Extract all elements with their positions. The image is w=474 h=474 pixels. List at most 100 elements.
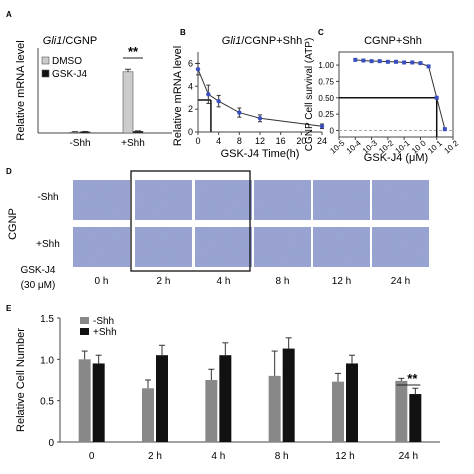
e-legend-label: -Shh [93, 316, 114, 327]
micro-row-label-plus-shh: +Shh [36, 239, 60, 250]
c-y-tick-label: 0 [330, 126, 335, 135]
b-x-tick-label: 16 [276, 136, 286, 146]
c-data-point [369, 59, 374, 64]
b-data-point [195, 66, 201, 72]
micro-time-label: 4 h [217, 276, 231, 287]
e-category-label: 8 h [275, 451, 289, 462]
e-category-label: 4 h [211, 451, 225, 462]
micro-time-label: 24 h [391, 276, 410, 287]
c-data-point [394, 59, 398, 64]
micro-treatment-dose: (30 μM) [21, 280, 56, 291]
e-y-label: Relative Cell Number [15, 328, 27, 432]
panel-a-plot: Relative mRNA level -Shh +Shh DMSO GSK-J4 ** [15, 40, 172, 149]
c-x-tick-label: 10 1 [426, 138, 444, 155]
c-data-point [434, 95, 439, 100]
c-y-label: CGNP Cell survival (ATP) [304, 38, 315, 152]
e-legend-swatch [80, 317, 89, 324]
e-bar [395, 380, 408, 442]
panel-a-title-gene: Gli1 [43, 35, 63, 47]
micro-time-label: 0 h [95, 276, 109, 287]
c-x-tick-label: 10 2 [443, 138, 461, 155]
b-data-point [237, 110, 242, 115]
e-bar [409, 394, 422, 442]
c-data-point [410, 60, 415, 65]
c-y-tick-label: 0.25 [318, 110, 334, 119]
a-category-label: -Shh [69, 138, 90, 149]
c-data-point [402, 60, 407, 65]
b-y-tick-label: 0 [188, 127, 193, 137]
b-data-point [319, 124, 325, 129]
b-x-tick-label: 24 [317, 136, 327, 146]
micrograph-texture [313, 180, 370, 220]
e-legend-label: +Shh [93, 327, 117, 338]
panel-b-title-rest: /CGNP+Shh [241, 35, 302, 47]
e-y-tick-label: 1.0 [40, 355, 54, 366]
panel-e-plot: 0 0.5 1.0 1.5 Relative Cell Number 0 2 h 4 h 8 h… [15, 314, 440, 462]
e-bar [219, 355, 232, 442]
b-data-point [206, 92, 211, 97]
a-bar [122, 71, 134, 134]
panel-e-letter: E [6, 304, 12, 313]
micrograph-texture [313, 227, 370, 267]
panel-c-title: CGNP+Shh [364, 35, 422, 47]
panel-a-title: Gli1/CGNP [43, 35, 97, 47]
panel-c-letter: C [318, 28, 324, 37]
e-bar [332, 381, 344, 442]
b-data-point [216, 98, 221, 104]
a-bar [132, 131, 144, 134]
a-legend-swatch [41, 69, 50, 78]
b-x-tick-label: 4 [216, 136, 221, 146]
micrograph-texture [135, 180, 192, 220]
e-category-label: 2 h [148, 451, 162, 462]
panel-c-plot: 00.250.500.751.0010-510-410-310-210-110 … [304, 38, 461, 164]
panel-a: A Gli1/CGNP Relative mRNA level -Shh +Shh D… [6, 10, 172, 149]
micro-row-label-minus-shh: -Shh [37, 192, 58, 203]
b-data-point [257, 116, 263, 121]
e-category-label: 0 [89, 451, 95, 462]
b-fit-curve [197, 68, 323, 127]
micrograph-texture [254, 227, 311, 267]
micro-time-label: 12 h [332, 276, 351, 287]
panel-c: C CGNP+Shh 00.250.500.751.0010-510-410-3… [304, 28, 461, 164]
micro-time-label: 8 h [276, 276, 290, 287]
micrograph-texture [135, 227, 192, 267]
c-fit-curve [355, 59, 446, 130]
micrograph-texture [195, 180, 252, 220]
b-y-tick-label: 6 [188, 58, 193, 68]
e-bar [92, 363, 105, 442]
panel-a-letter: A [6, 10, 12, 19]
e-legend-swatch [80, 328, 89, 335]
micrograph-texture [73, 227, 130, 267]
micrograph-texture [372, 180, 429, 220]
panel-b-title: Gli1/CGNP+Shh [222, 35, 302, 47]
e-bar [205, 380, 218, 442]
e-y-tick-label: 0.5 [40, 397, 54, 408]
e-bar [142, 388, 154, 442]
c-y-tick-label: 1.00 [318, 61, 334, 70]
b-x-tick-label: 20 [296, 136, 306, 146]
micrograph-texture [195, 227, 252, 267]
c-y-tick-label: 0.75 [318, 77, 334, 86]
micro-highlight-box [130, 170, 251, 272]
e-bar [78, 359, 91, 442]
micro-grid: 0 h 2 h 4 h 8 h 12 h 24 h [73, 170, 429, 287]
e-category-label: 12 h [335, 451, 354, 462]
a-bar [69, 131, 81, 134]
c-data-point [385, 59, 390, 64]
e-significance-label: ** [407, 371, 418, 386]
micro-side-label: CGNP [7, 208, 19, 240]
panel-e: E 0 0.5 1.0 1.5 Relative Cell Number 0 2 h 4 h 8… [6, 304, 440, 462]
micrograph-texture [73, 180, 130, 220]
a-legend-label: GSK-J4 [52, 69, 87, 80]
e-bar [268, 375, 281, 442]
c-data-point [418, 61, 423, 66]
c-x-label: GSK-J4 (μM) [364, 152, 428, 164]
c-x-tick-label: 10-5 [328, 138, 346, 156]
a-y-label: Relative mRNA level [15, 40, 27, 140]
e-y-tick-label: 0 [48, 438, 54, 449]
c-data-point [442, 127, 447, 132]
c-x-tick-label: 10-4 [345, 138, 363, 156]
